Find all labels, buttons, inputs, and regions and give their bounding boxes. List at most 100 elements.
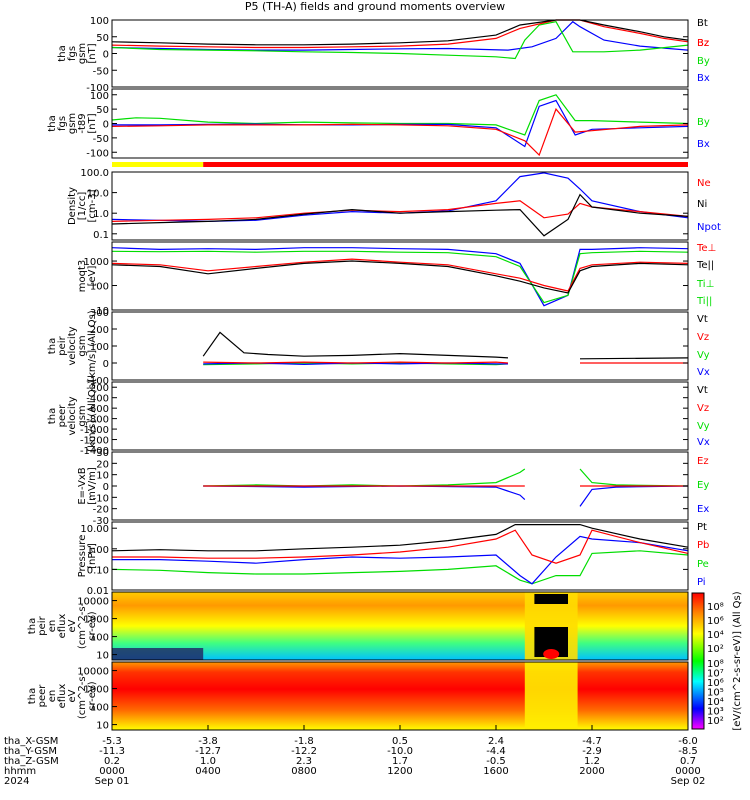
series-line-7-3 — [111, 523, 689, 552]
y-tick-label-7-1: 1.00 — [87, 545, 109, 556]
eph-value-3-6: 0000 — [675, 766, 700, 777]
legend-5-3: Vx — [697, 437, 710, 448]
eph-value-1-1: -12.7 — [195, 746, 221, 757]
spectrogram-fill-0 — [112, 592, 688, 660]
ylabel-7: Pressure [nPa] — [77, 535, 98, 578]
y-tick-label-4-1: 200 — [90, 325, 109, 336]
y-tick-label-1-0: 100 — [90, 91, 109, 102]
ylabel-line-4-2: velocity — [67, 326, 78, 365]
ylabel-line-1-2: gsm — [67, 113, 78, 134]
ylabel-line-4-0: tha — [47, 338, 58, 354]
spec-tick-label-0-2: 100 — [90, 633, 109, 644]
legend-0-3: Bx — [697, 73, 710, 84]
eph-value-4-6: Sep 02 — [671, 776, 706, 787]
legend-4-3: Vx — [697, 367, 710, 378]
eph-value-3-4: 1600 — [483, 766, 508, 777]
ylabel-line-0-3: [nT] — [87, 43, 98, 63]
colorbar-tick-bottom-2: 10⁶ — [707, 678, 724, 689]
spec-ylabel-line-0-2: en — [47, 620, 58, 633]
eph-value-2-4: -0.5 — [486, 756, 506, 767]
y-tick-label-6-0: 30 — [96, 448, 109, 459]
series-line-3-2 — [111, 258, 689, 292]
eph-row-label-2: tha_Z-GSM — [4, 756, 59, 767]
eph-value-2-6: 0.7 — [680, 756, 696, 767]
series-line-7-1 — [112, 535, 689, 585]
y-tick-label-0-0: 100 — [90, 16, 109, 27]
ylabel-line-2-2: [cm-3] — [87, 189, 98, 222]
ylabel-line-1-3: -t89 — [77, 113, 88, 133]
ylabel-line-3-0: moqt3 — [77, 260, 88, 293]
series-line-0-2 — [111, 19, 689, 49]
ylabel-line-7-0: Pressure — [77, 535, 88, 578]
legend-2-2: Npot — [697, 222, 721, 233]
y-tick-label-5-0: -200 — [86, 383, 109, 394]
colorbar-tick-bottom-0: 10⁸ — [707, 659, 724, 670]
ylabel-line-5-4: [km/s] (All Qs) — [87, 380, 98, 452]
spec-tick-label-0-3: 10 — [96, 651, 109, 662]
spec-ylabel-0: tha peir en eflux eV (cm^2-s-sr-eV) — [27, 602, 98, 649]
spec-ylabel-1: tha peer en eflux eV (cm^2-s-sr-eV) — [27, 672, 98, 719]
spec-tick-label-1-0: 10000 — [77, 667, 109, 678]
spec-ylabel-line-1-5: (cm^2-s- — [77, 672, 88, 719]
panel-frame-4 — [111, 311, 689, 381]
eph-row-label-3: hhmm — [4, 766, 36, 777]
y-tick-label-2-3: 0.1 — [93, 230, 109, 241]
legend-5-2: Vy — [697, 421, 710, 432]
spec-ylabel-line-0-0: tha — [27, 618, 38, 634]
ylabel-line-5-0: tha — [47, 408, 58, 424]
y-tick-label-6-6: -30 — [93, 516, 109, 527]
legend-1-2: Bx — [697, 139, 710, 150]
spec-ylabel-line-1-1: peer — [37, 684, 48, 708]
legend-0-2: By — [697, 56, 710, 67]
eph-value-0-4: 2.4 — [488, 736, 504, 747]
ylabel-line-1-1: fgs — [57, 116, 68, 131]
legend-1-1: By — [697, 117, 710, 128]
eph-value-1-4: -4.4 — [486, 746, 506, 757]
spec-ylabel-line-0-5: (cm^2-s- — [77, 602, 88, 649]
ylabel-line-3-1: [eV] — [87, 266, 98, 287]
ylabel-line-0-0: tha — [57, 45, 68, 61]
y-tick-label-6-3: 0 — [103, 482, 109, 493]
eph-value-0-2: -1.8 — [294, 736, 314, 747]
ylabel-3: moqt3 [eV] — [77, 260, 98, 293]
mode-bar-segment-0 — [112, 162, 204, 167]
spectrogram-fill-1 — [112, 662, 688, 730]
spec-tick-label-0-1: 1000 — [84, 615, 109, 626]
eph-value-3-1: 0400 — [195, 766, 220, 777]
legend-4-1: Vz — [697, 332, 709, 343]
spectrogram-0: 10000 1000 100 10 tha peir en eflux eV (cm^2-s-sr… — [27, 591, 689, 662]
colorbar-label: [eV/(cm^2-s-sr-eV)] (All Qs) — [732, 591, 743, 730]
legend-7-0: Pt — [697, 522, 707, 533]
legend-6-1: Ey — [697, 480, 709, 491]
panel-3: 1000 100 10 moqt3 [eV] Te⊥ Te|| Ti⊥ Ti|| — [77, 241, 716, 317]
ylabel-4: tha peir velocity gsm [km/s] (All Qs) — [47, 310, 98, 382]
ylabel-line-1-4: [nT] — [87, 113, 98, 133]
eph-value-1-5: -2.9 — [582, 746, 602, 757]
legend-5-0: Vt — [697, 385, 708, 396]
series-line-4-3 — [202, 331, 509, 359]
ylabel-line-7-1: [nPa] — [87, 543, 98, 569]
ylabel-line-2-0: Density — [67, 187, 78, 225]
panel-frame-7 — [111, 521, 689, 591]
spec-ylabel-line-1-6: sr-eV) — [87, 681, 98, 710]
eph-value-3-3: 1200 — [387, 766, 412, 777]
legend-6-2: Ex — [697, 504, 709, 515]
eph-value-0-3: 0.5 — [392, 736, 408, 747]
panel-frame-5 — [111, 381, 689, 451]
legend-0-0: Bt — [697, 18, 708, 29]
ylabel-line-6-1: [mV/m] — [87, 467, 98, 505]
series-line-3-1 — [111, 250, 689, 304]
series-line-7-2 — [112, 529, 689, 564]
colorbar-tick-top-3: 10² — [707, 644, 724, 655]
y-tick-label-4-4: -100 — [86, 376, 109, 387]
colorbar-tick-bottom-3: 10⁵ — [707, 688, 724, 699]
spec-ylabel-line-1-2: en — [47, 690, 58, 703]
y-tick-label-4-3: 0 — [103, 359, 109, 370]
series-line-0-3 — [111, 19, 689, 46]
series-line-3-3 — [111, 260, 689, 294]
y-tick-label-5-6: -1400 — [80, 446, 109, 457]
series-line-7-0 — [111, 550, 689, 585]
y-tick-label-1-2: 0 — [103, 120, 109, 131]
